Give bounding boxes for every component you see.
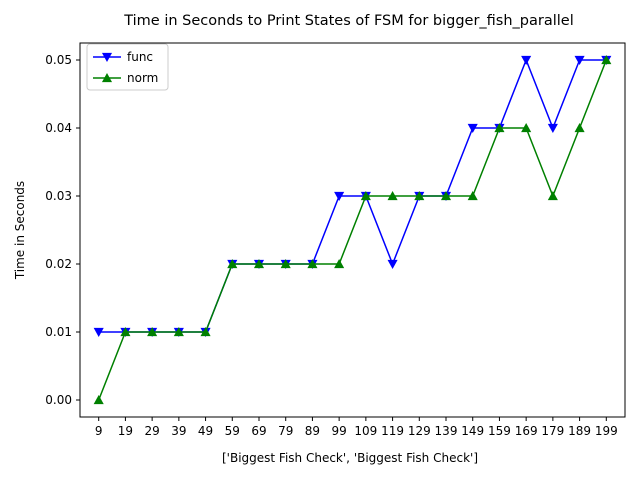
legend: func norm — [86, 43, 169, 91]
x-axis-label: ['Biggest Fish Check', 'Biggest Fish Che… — [222, 451, 478, 465]
x-tick-label: 29 — [144, 424, 159, 438]
plot-area — [79, 42, 626, 418]
y-axis-label: Time in Seconds — [13, 181, 27, 280]
data-point-norm — [173, 326, 184, 337]
x-tick-label: 169 — [515, 424, 538, 438]
data-point-norm — [120, 326, 131, 337]
x-tick-label: 79 — [278, 424, 293, 438]
data-point-norm — [494, 122, 505, 133]
y-tick-label: 0.01 — [45, 325, 72, 339]
data-point-norm — [147, 326, 158, 337]
y-tick-label: 0.00 — [45, 393, 72, 407]
data-point-norm — [521, 122, 532, 133]
data-point-norm — [227, 258, 238, 269]
series-layer — [93, 54, 612, 405]
data-point-norm — [547, 190, 558, 201]
y-tick-label: 0.04 — [45, 121, 72, 135]
data-point-norm — [467, 190, 478, 201]
x-tick-label: 199 — [595, 424, 618, 438]
plot-frame — [79, 42, 626, 418]
data-point-func — [574, 55, 585, 66]
data-point-norm — [414, 190, 425, 201]
data-point-func — [387, 259, 398, 270]
data-point-norm — [360, 190, 371, 201]
x-tick-label: 189 — [568, 424, 591, 438]
x-axis: 9 19 29 39 49 59 69 79 89 99 109 119 129 139 149 159 169… — [95, 417, 618, 438]
legend-label-norm: norm — [127, 71, 158, 85]
x-tick-label: 109 — [354, 424, 377, 438]
x-tick-label: 149 — [461, 424, 484, 438]
data-point-func — [521, 55, 532, 66]
series-line-func — [98, 59, 607, 333]
x-tick-label: 69 — [251, 424, 266, 438]
x-tick-label: 139 — [435, 424, 458, 438]
legend-label-func: func — [127, 50, 153, 64]
y-axis: 0.00 0.01 0.02 0.03 0.04 0.05 — [45, 53, 80, 407]
data-point-norm — [440, 190, 452, 201]
x-tick-label: 19 — [118, 424, 133, 438]
x-tick-label: 179 — [541, 424, 564, 438]
series-func — [93, 55, 612, 338]
y-tick-label: 0.03 — [45, 189, 72, 203]
data-point-norm — [280, 258, 291, 269]
series-norm — [93, 54, 612, 405]
x-tick-label: 59 — [225, 424, 240, 438]
x-tick-label: 119 — [381, 424, 404, 438]
x-tick-label: 129 — [408, 424, 431, 438]
data-point-norm — [387, 190, 398, 201]
data-point-func — [467, 123, 478, 134]
data-point-norm — [93, 394, 104, 405]
series-line-norm — [98, 59, 607, 401]
y-tick-label: 0.05 — [45, 53, 72, 67]
x-tick-label: 99 — [332, 424, 347, 438]
x-tick-label: 9 — [95, 424, 103, 438]
x-tick-label: 39 — [171, 424, 186, 438]
data-point-norm — [601, 54, 612, 65]
data-point-norm — [253, 258, 265, 269]
data-point-func — [547, 123, 558, 134]
x-tick-label: 159 — [488, 424, 511, 438]
data-point-norm — [574, 122, 585, 133]
data-point-func — [93, 327, 104, 338]
x-tick-label: 49 — [198, 424, 213, 438]
data-point-norm — [307, 258, 318, 269]
legend-marker-func — [101, 52, 113, 63]
x-tick-label: 89 — [305, 424, 320, 438]
data-point-norm — [334, 258, 345, 269]
data-point-norm — [200, 326, 211, 337]
data-point-func — [334, 191, 345, 202]
legend-marker-norm — [101, 72, 113, 83]
y-tick-label: 0.02 — [45, 257, 72, 271]
chart-title: Time in Seconds to Print States of FSM f… — [123, 13, 574, 29]
